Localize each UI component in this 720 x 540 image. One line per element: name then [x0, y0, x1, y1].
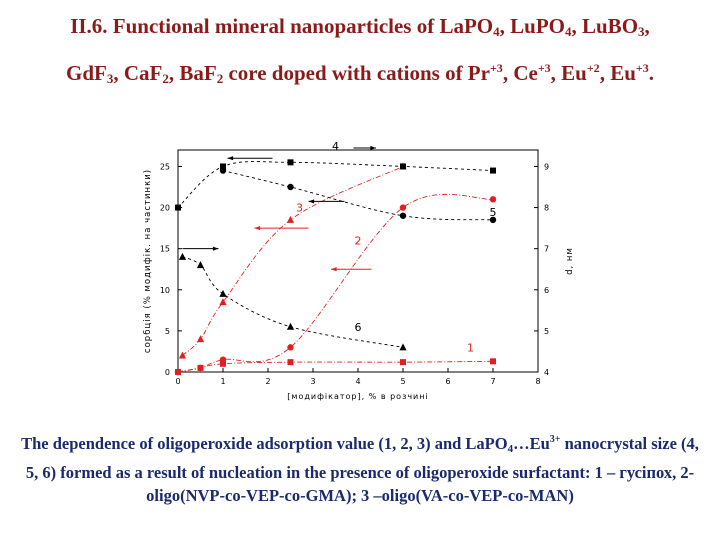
x-tick-label: 7	[490, 377, 495, 386]
series-6-label: 6	[355, 321, 362, 334]
arrow-head	[370, 145, 376, 151]
arrow-head	[254, 226, 261, 231]
x-tick-label: 4	[355, 377, 360, 386]
arrow-head	[212, 246, 219, 251]
x-tick-label: 1	[220, 377, 225, 386]
series-4-point	[220, 163, 226, 170]
y-tick-label: 0	[165, 368, 170, 377]
series-3-point	[178, 351, 187, 359]
x-tick-label: 2	[265, 377, 270, 386]
x-tick-label: 3	[310, 377, 315, 386]
series-2-point	[489, 196, 497, 203]
arrow-head	[308, 199, 315, 204]
y2-axis-label: d, нм	[565, 247, 575, 275]
series-5-point	[219, 167, 227, 174]
y2-tick-label: 8	[544, 204, 549, 213]
series-1-point	[220, 360, 226, 367]
series-6-point	[399, 343, 407, 351]
series-6-point	[219, 289, 227, 297]
y-tick-label: 5	[165, 327, 170, 336]
series-5-point	[287, 183, 294, 191]
series-2-point	[287, 344, 294, 351]
series-4-point	[175, 204, 181, 211]
series-3-point	[196, 335, 205, 343]
series-4-point	[490, 167, 496, 174]
series-5-point	[489, 216, 497, 224]
y2-tick-label: 6	[544, 286, 549, 295]
series-1-label: 1	[467, 341, 474, 354]
y2-tick-label: 7	[544, 245, 549, 254]
y-tick-label: 10	[160, 286, 170, 295]
y2-tick-label: 5	[544, 327, 549, 336]
y-tick-label: 25	[160, 162, 170, 171]
y-tick-label: 20	[160, 204, 170, 213]
series-6-line	[182, 256, 404, 348]
series-2-point	[219, 356, 227, 363]
y2-tick-label: 9	[544, 162, 549, 171]
arrow-head	[227, 156, 234, 161]
x-tick-label: 5	[400, 377, 405, 386]
series-3-point	[219, 298, 227, 306]
series-2-label: 2	[355, 235, 362, 248]
series-6-point	[196, 261, 205, 269]
series-1-point	[287, 359, 294, 366]
plot-frame	[177, 149, 539, 373]
x-tick-label: 0	[175, 377, 180, 386]
sorption-size-chart: 0 1 2 3 4 5 6 7 80510152025456789[модифікатор], …	[143, 140, 575, 401]
series-5-point	[399, 212, 407, 219]
slide-title: II.6. Functional mineral nanoparticles o…	[66, 14, 654, 86]
x-tick-label: 8	[535, 377, 540, 386]
series-4-point	[400, 163, 406, 170]
series-1-point	[400, 359, 406, 366]
y2-tick-label: 4	[544, 368, 549, 377]
x-axis-label: [модифікатор], % в розчині	[287, 392, 428, 401]
series-3-line	[182, 166, 404, 356]
series-2-point	[197, 364, 204, 372]
series-4-label: 4	[332, 140, 339, 153]
series-2-line	[177, 194, 494, 373]
series-6-point	[178, 252, 187, 260]
series-5-line	[222, 170, 494, 221]
series-6-point	[286, 322, 295, 330]
x-tick-label: 6	[445, 377, 450, 386]
y-tick-label: 15	[160, 245, 170, 254]
series-2-point	[174, 368, 182, 376]
figure-caption: The dependence of oligoperoxide adsorpti…	[21, 434, 699, 505]
series-2-point	[399, 204, 407, 211]
arrow-head	[331, 267, 337, 272]
series-3-label: 3	[296, 202, 303, 215]
series-3-point	[286, 215, 295, 223]
series-4-line	[177, 161, 494, 208]
series-1-point	[490, 358, 496, 365]
series-4-point	[287, 159, 294, 166]
series-5-label: 5	[490, 206, 497, 219]
y-axis-label: сорбція (% модифік. на частинки)	[143, 169, 153, 353]
